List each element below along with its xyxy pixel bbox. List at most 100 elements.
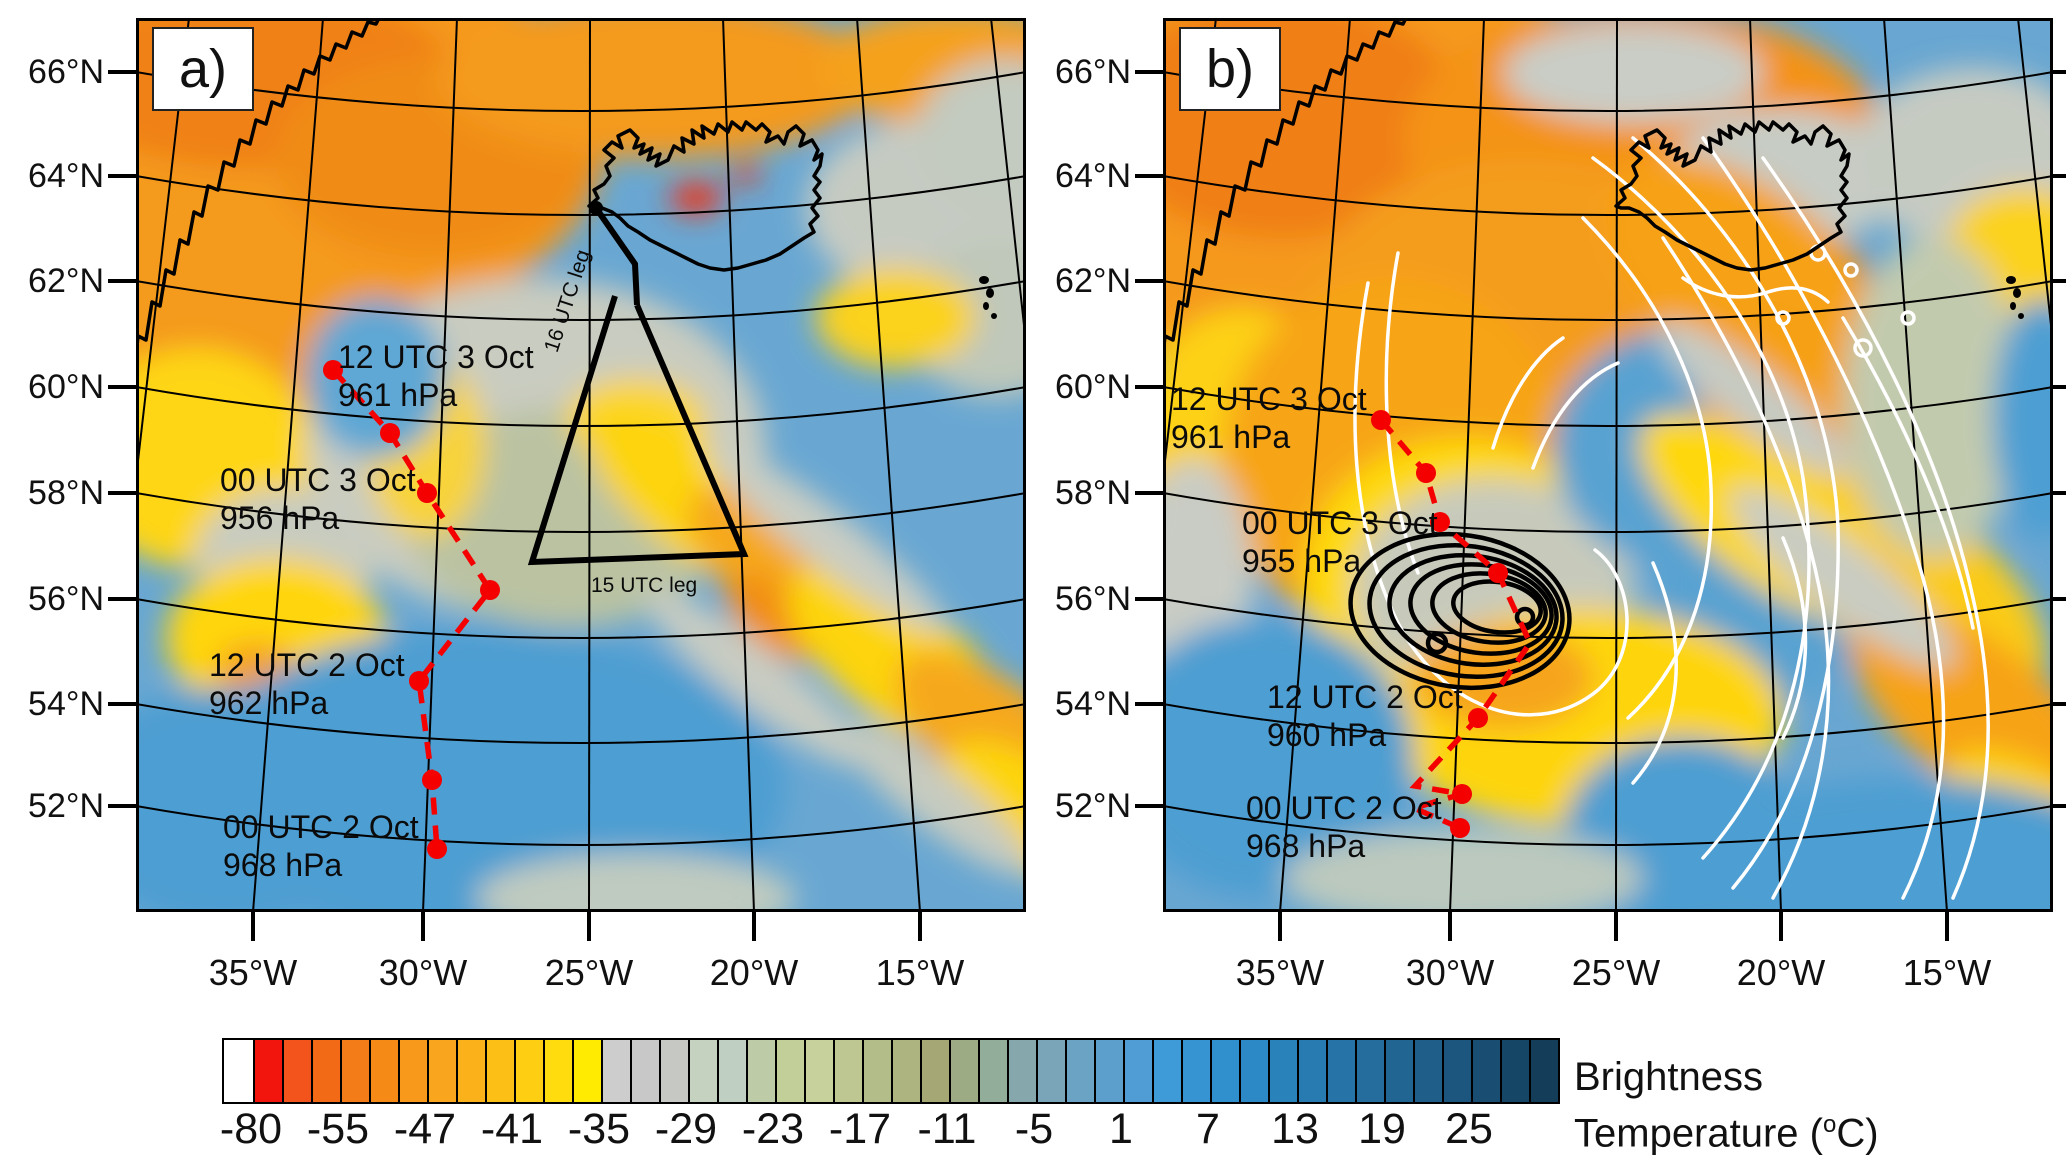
lon-label: 25°W — [544, 952, 634, 993]
storm-track-label: 12 UTC 3 Oct 961 hPa — [338, 338, 534, 414]
lat-label: 54°N — [1055, 685, 1131, 723]
lat-tick — [1135, 491, 1163, 495]
storm-track-label: 12 UTC 2 Oct 962 hPa — [209, 646, 405, 722]
lon-tick — [1614, 912, 1618, 941]
white-contours — [1353, 136, 1991, 900]
storm-track-pressure: 956 hPa — [220, 500, 340, 536]
lat-label: 56°N — [28, 580, 104, 618]
lat-tick — [108, 702, 136, 706]
storm-position-dot — [480, 580, 500, 600]
storm-track-time: 00 UTC 2 Oct — [1246, 790, 1442, 826]
colorbar-tick-label: 25 — [1445, 1105, 1493, 1153]
colorbar-tick-label: -41 — [480, 1105, 544, 1153]
colorbar-cell — [833, 1040, 862, 1102]
lon-label: 15°W — [1902, 952, 1992, 993]
storm-track-time: 12 UTC 3 Oct — [1171, 381, 1367, 417]
storm-position-dot — [1430, 512, 1450, 532]
lat-label: 58°N — [28, 474, 104, 512]
coastline-iceland — [587, 120, 824, 272]
lon-tick — [1945, 912, 1949, 941]
storm-position-dot — [409, 671, 429, 691]
colorbar-tick-label: -5 — [1014, 1105, 1054, 1153]
lat-tick — [1135, 174, 1163, 178]
lat-tick — [108, 279, 136, 283]
storm-position-dot — [1450, 818, 1470, 838]
storm-position-dot — [1416, 463, 1436, 483]
lon-label: 15°W — [875, 952, 965, 993]
lat-tick — [108, 804, 136, 808]
storm-track-a — [323, 360, 500, 859]
flight-leg-label-15utc: 15 UTC leg — [591, 574, 698, 597]
lon-label: 20°W — [709, 952, 799, 993]
panel-b-overlay — [1163, 18, 2053, 912]
colorbar-cell — [311, 1040, 340, 1102]
panel-a-graticule — [136, 18, 1026, 912]
storm-position-dot — [422, 770, 442, 790]
colorbar-tick-label: 13 — [1271, 1105, 1319, 1153]
storm-position-dot — [323, 360, 343, 380]
colorbar-tick-label: 19 — [1358, 1105, 1406, 1153]
colorbar-cell — [630, 1040, 659, 1102]
lat-label: 60°N — [1055, 368, 1131, 406]
lat-tick — [108, 491, 136, 495]
lat-tick — [108, 70, 136, 74]
lat-label: 52°N — [28, 787, 104, 825]
lon-tick — [587, 912, 591, 941]
colorbar-cell — [224, 1040, 253, 1102]
colorbar-tick-label: -11 — [917, 1105, 977, 1153]
colorbar — [222, 1038, 1560, 1104]
coastline-islets — [2006, 276, 2024, 319]
colorbar-cell — [1355, 1040, 1384, 1102]
panel-b-corner-label: b) — [1179, 27, 1281, 111]
colorbar-title-line1: Brightness — [1574, 1055, 1763, 1099]
lat-tick-right — [2053, 70, 2066, 74]
colorbar-cell — [1094, 1040, 1123, 1102]
storm-track-pressure: 955 hPa — [1242, 543, 1362, 579]
storm-track-time: 12 UTC 2 Oct — [1267, 679, 1463, 715]
storm-position-dot — [1488, 563, 1508, 583]
lon-tick — [251, 912, 255, 941]
lon-label: 35°W — [208, 952, 298, 993]
colorbar-cell — [514, 1040, 543, 1102]
lat-label: 64°N — [1055, 157, 1131, 195]
storm-track-pressure: 968 hPa — [1246, 828, 1366, 864]
lon-tick — [1779, 912, 1783, 941]
lon-tick — [918, 912, 922, 941]
colorbar-cell — [949, 1040, 978, 1102]
lat-tick-right — [2053, 385, 2066, 389]
lat-tick — [108, 597, 136, 601]
lat-tick — [1135, 385, 1163, 389]
storm-track-pressure: 962 hPa — [209, 685, 329, 721]
colorbar-cell — [1239, 1040, 1268, 1102]
lon-tick — [421, 912, 425, 941]
colorbar-cell — [427, 1040, 456, 1102]
lat-tick-right — [2053, 702, 2066, 706]
lat-tick-right — [2053, 597, 2066, 601]
colorbar-cell — [340, 1040, 369, 1102]
panel-a-border — [136, 18, 1026, 912]
lat-label: 56°N — [1055, 580, 1131, 618]
colorbar-tick-label: -47 — [393, 1105, 457, 1153]
lat-tick — [1135, 279, 1163, 283]
lat-label: 62°N — [28, 262, 104, 300]
lat-tick — [1135, 702, 1163, 706]
colorbar-cell — [717, 1040, 746, 1102]
colorbar-cell — [398, 1040, 427, 1102]
storm-track-line — [330, 368, 494, 850]
coastline-iceland — [1614, 120, 1851, 272]
storm-track-time: 00 UTC 2 Oct — [223, 809, 419, 845]
storm-track-label: 00 UTC 2 Oct 968 hPa — [223, 808, 419, 884]
colorbar-cell — [1065, 1040, 1094, 1102]
colorbar-cell — [688, 1040, 717, 1102]
colorbar-cell — [601, 1040, 630, 1102]
colorbar-cell — [1384, 1040, 1413, 1102]
colorbar-cell — [1297, 1040, 1326, 1102]
panel-a-map: a) 16 UTC leg 15 UTC leg 12 UTC 3 Oct 96… — [136, 18, 1026, 912]
colorbar-cell — [1210, 1040, 1239, 1102]
colorbar-cell — [1442, 1040, 1471, 1102]
colorbar-cell — [1529, 1040, 1558, 1102]
lat-tick — [108, 385, 136, 389]
panel-b-map: b) 12 UTC 3 Oct 961 hPa 00 UTC 3 Oct 955… — [1163, 18, 2053, 912]
colorbar-cell — [485, 1040, 514, 1102]
panel-b-border — [1163, 18, 2053, 912]
